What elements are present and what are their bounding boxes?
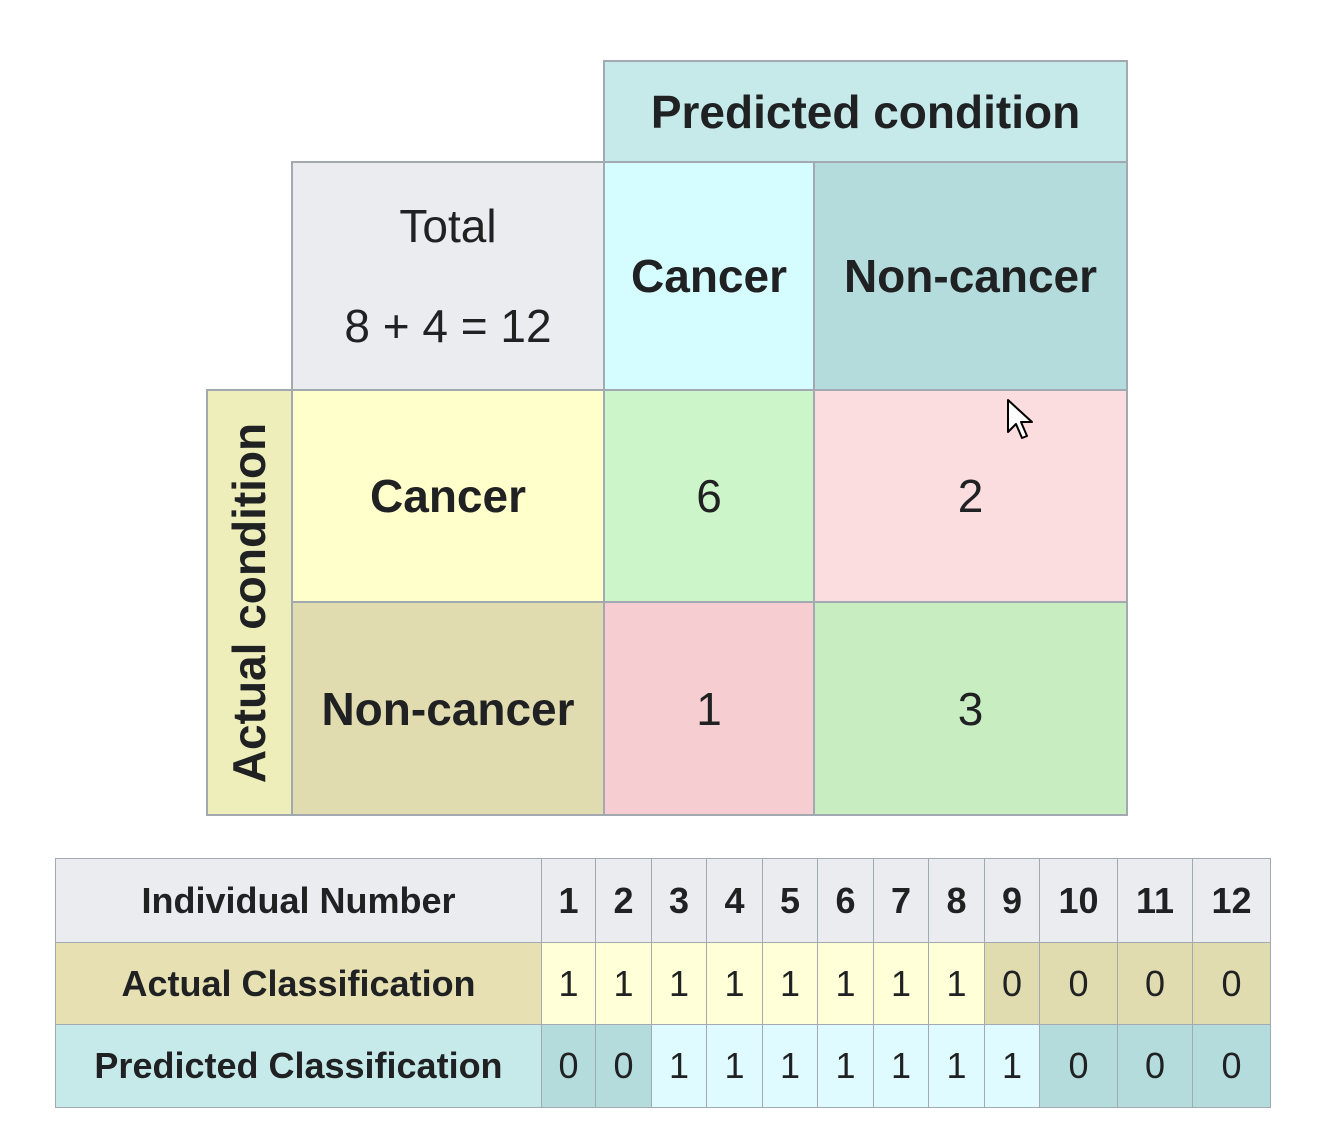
predicted-classification-cell: 1 [706,1024,763,1108]
true-positive-cell: 6 [603,389,815,603]
individual-number-cell: 7 [872,858,930,944]
false-negative-value: 2 [957,470,984,522]
individual-number-row: Individual Number 1 2 3 4 5 6 7 8 9 10 11 12 [55,858,1271,944]
actual-classification-cell: 1 [817,942,874,1026]
true-negative-value: 3 [957,682,984,735]
false-negative-cell: 2 [813,389,1128,603]
true-negative-cell: 3 [813,601,1128,816]
predicted-noncancer-label: Non-cancer [843,250,1098,302]
individual-number-cell: 8 [928,858,985,944]
actual-cancer-header: Cancer [291,389,605,603]
mouse-pointer-icon [1007,399,1033,439]
predicted-classification-cell: 1 [983,1024,1041,1108]
actual-classification-cell: 0 [1039,942,1118,1026]
actual-noncancer-label: Non-cancer [321,682,575,735]
false-positive-value: 1 [696,682,722,735]
actual-noncancer-header: Non-cancer [291,601,605,816]
actual-classification-cell: 1 [761,942,819,1026]
actual-classification-cell: 1 [595,942,652,1026]
predicted-cancer-label: Cancer [631,250,787,302]
actual-classification-cell: 1 [872,942,930,1026]
predicted-classification-cell: 0 [595,1024,652,1108]
predicted-classification-cell: 1 [817,1024,874,1108]
individual-number-cell: 6 [817,858,874,944]
individual-number-cell: 11 [1116,858,1194,944]
individual-number-cell: 2 [595,858,652,944]
predicted-classification-cell: 1 [928,1024,985,1108]
predicted-classification-cell: 0 [1116,1024,1194,1108]
predicted-classification-cell: 1 [761,1024,819,1108]
individual-number-cell: 1 [540,858,597,944]
actual-condition-header: Actual condition [206,389,293,816]
predicted-condition-label: Predicted condition [650,85,1081,138]
actual-classification-cell: 1 [928,942,985,1026]
total-cell: Total 8 + 4 = 12 [291,161,605,391]
predicted-classification-cell: 1 [872,1024,930,1108]
individual-number-cell: 5 [761,858,819,944]
actual-classification-cell: 1 [706,942,763,1026]
individual-number-cell: 10 [1039,858,1118,944]
predicted-classification-cell: 1 [650,1024,708,1108]
predicted-classification-cell: 0 [540,1024,597,1108]
actual-classification-label: Actual Classification [55,942,542,1026]
predicted-classification-label: Predicted Classification [55,1024,542,1108]
actual-classification-cell: 1 [650,942,708,1026]
individual-number-cell: 12 [1192,858,1271,944]
actual-classification-cell: 0 [1192,942,1271,1026]
actual-classification-cell: 1 [540,942,597,1026]
predicted-noncancer-header: Non-cancer [813,161,1128,391]
individual-number-label: Individual Number [55,858,542,944]
actual-condition-label: Actual condition [223,422,276,783]
predicted-classification-cell: 0 [1192,1024,1271,1108]
individual-number-cell: 3 [650,858,708,944]
actual-classification-cell: 0 [1116,942,1194,1026]
total-label: Total [399,200,497,252]
predicted-cancer-header: Cancer [603,161,815,391]
actual-classification-cell: 0 [983,942,1041,1026]
true-positive-value: 6 [696,470,722,522]
individual-number-cell: 9 [983,858,1041,944]
predicted-condition-header: Predicted condition [603,60,1128,163]
predicted-classification-cell: 0 [1039,1024,1118,1108]
false-positive-cell: 1 [603,601,815,816]
individual-number-cell: 4 [706,858,763,944]
actual-cancer-label: Cancer [370,470,526,522]
total-formula: 8 + 4 = 12 [344,300,552,352]
